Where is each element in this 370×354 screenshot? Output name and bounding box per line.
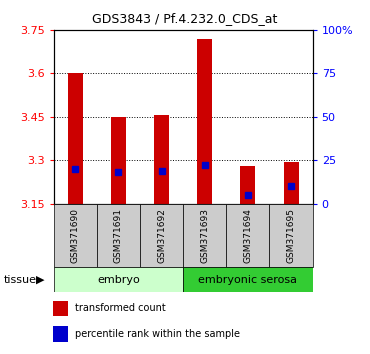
Bar: [140, 204, 183, 267]
Text: tissue: tissue: [4, 275, 37, 285]
Text: GSM371695: GSM371695: [287, 208, 296, 263]
Bar: [53, 326, 68, 342]
Text: GSM371690: GSM371690: [71, 208, 80, 263]
Text: transformed count: transformed count: [75, 303, 166, 313]
Bar: [183, 267, 313, 292]
Bar: [226, 204, 269, 267]
Text: ▶: ▶: [36, 275, 45, 285]
Bar: [54, 204, 97, 267]
Text: GSM371691: GSM371691: [114, 208, 123, 263]
Bar: [283, 162, 299, 204]
Bar: [183, 204, 226, 267]
Bar: [269, 204, 313, 267]
Text: GSM371694: GSM371694: [243, 208, 252, 263]
Bar: [68, 74, 83, 204]
Text: GDS3843 / Pf.4.232.0_CDS_at: GDS3843 / Pf.4.232.0_CDS_at: [92, 12, 278, 25]
Text: percentile rank within the sample: percentile rank within the sample: [75, 329, 240, 339]
Bar: [111, 117, 126, 204]
Bar: [154, 115, 169, 204]
Text: embryo: embryo: [97, 275, 140, 285]
Bar: [240, 166, 255, 204]
Bar: [54, 267, 183, 292]
Bar: [97, 204, 140, 267]
Bar: [53, 301, 68, 316]
Bar: [197, 39, 212, 204]
Text: GSM371692: GSM371692: [157, 208, 166, 263]
Text: embryonic serosa: embryonic serosa: [198, 275, 297, 285]
Text: GSM371693: GSM371693: [200, 208, 209, 263]
